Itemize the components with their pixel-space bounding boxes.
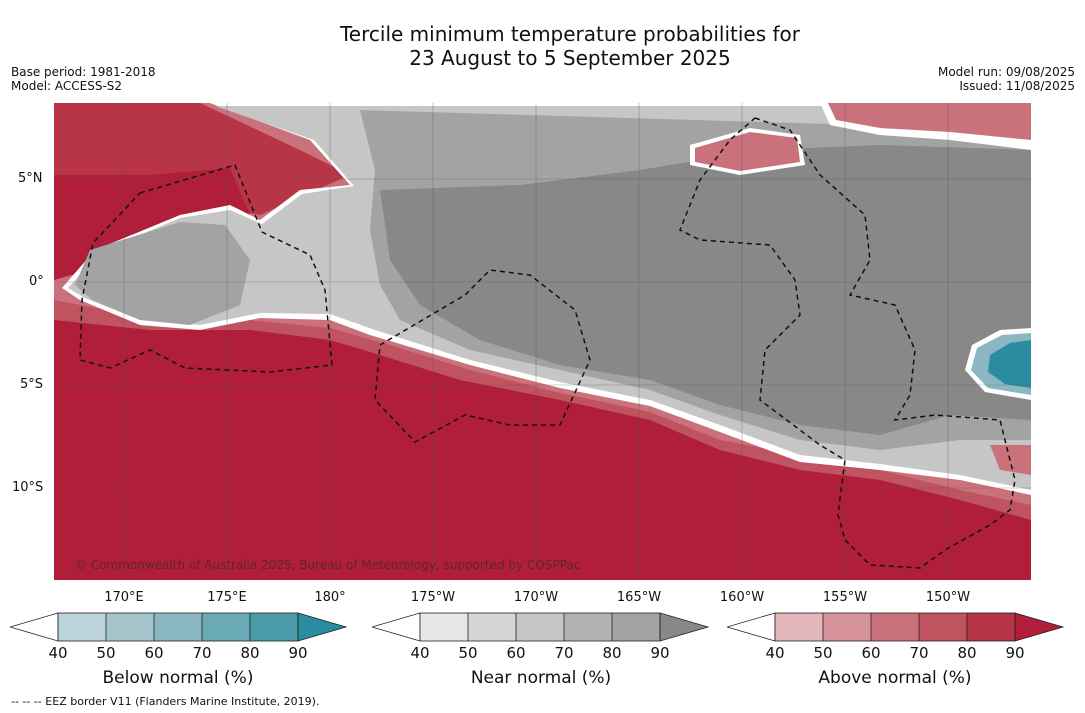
cbar-below-3 <box>154 613 202 641</box>
near-tick-90: 90 <box>650 644 670 662</box>
cbar-near-6 <box>659 612 710 642</box>
cbar-below-1 <box>58 613 106 641</box>
near-tick-70: 70 <box>554 644 574 662</box>
title-line-1: Tercile minimum temperature probabilitie… <box>339 22 801 46</box>
title-line-2: 23 August to 5 September 2025 <box>409 46 731 70</box>
near-tick-80: 80 <box>602 644 622 662</box>
lat-label-10s: 10°S <box>12 480 44 495</box>
cbar-below-2 <box>106 613 154 641</box>
lon-label-175w: 175°W <box>410 590 456 605</box>
below-normal-title: Below normal (%) <box>102 668 254 688</box>
eez-borders <box>79 117 1016 569</box>
lon-label-170w: 170°W <box>513 590 559 605</box>
below-tick-60: 60 <box>144 644 164 662</box>
base-period-text: Base period: 1981-2018 <box>11 65 156 79</box>
below-normal-dark <box>988 340 1031 388</box>
map-field <box>54 103 1031 580</box>
lon-label-170e: 170°E <box>104 590 144 605</box>
cbar-near-3 <box>516 613 564 641</box>
cbar-above-4 <box>919 613 967 641</box>
below-tick-90: 90 <box>288 644 308 662</box>
below-tick-70: 70 <box>192 644 212 662</box>
below-tick-50: 50 <box>96 644 116 662</box>
meta-right: Model run: 09/08/2025 Issued: 11/08/2025 <box>938 65 1075 93</box>
cbar-near-4 <box>564 613 612 641</box>
cbar-below-6 <box>297 612 348 642</box>
near-tick-60: 60 <box>506 644 526 662</box>
near-tick-50: 50 <box>458 644 478 662</box>
cbar-near-0 <box>372 612 421 642</box>
above-tick-40: 40 <box>765 644 785 662</box>
lon-label-180: 180° <box>314 590 346 605</box>
cbar-above-3 <box>871 613 919 641</box>
above-tick-90: 90 <box>1005 644 1025 662</box>
cbar-above-0 <box>727 612 776 642</box>
lat-label-5s: 5°S <box>20 377 44 392</box>
near-normal-dark <box>380 145 1031 435</box>
above-normal-ne-patch-fill <box>695 132 800 171</box>
below-tick-80: 80 <box>240 644 260 662</box>
near-normal-left-pocket <box>75 222 250 325</box>
cbar-near-1 <box>420 613 468 641</box>
issued-text: Issued: 11/08/2025 <box>959 79 1075 93</box>
meta-left: Base period: 1981-2018 Model: ACCESS-S2 <box>11 65 156 93</box>
gridlines <box>54 103 1031 580</box>
lon-label-175e: 175°E <box>207 590 247 605</box>
near-tick-40: 40 <box>410 644 430 662</box>
below-tick-40: 40 <box>48 644 68 662</box>
colorbar-near-normal <box>372 612 710 642</box>
cbar-above-6 <box>1014 612 1065 642</box>
eez-footnote: -- -- -- EEZ border V11 (Flanders Marine… <box>11 695 320 708</box>
lon-label-160w: 160°W <box>719 590 765 605</box>
above-tick-80: 80 <box>957 644 977 662</box>
above-tick-50: 50 <box>813 644 833 662</box>
cbar-near-2 <box>468 613 516 641</box>
above-tick-60: 60 <box>861 644 881 662</box>
cbar-below-5 <box>250 613 298 641</box>
lat-label-0: 0° <box>29 274 44 289</box>
model-run-text: Model run: 09/08/2025 <box>937 65 1075 79</box>
eez-border-kiribati-line <box>679 117 1016 569</box>
near-normal-title: Near normal (%) <box>470 668 612 688</box>
cbar-above-5 <box>967 613 1015 641</box>
lon-label-165w: 165°W <box>616 590 662 605</box>
colorbar-below-normal <box>10 612 348 642</box>
lon-label-150w: 150°W <box>925 590 971 605</box>
eez-border-kiribati-phoenix <box>374 269 591 443</box>
map-title: Tercile minimum temperature probabilitie… <box>0 22 1085 70</box>
eez-border-kiribati-gilberts <box>79 164 333 373</box>
cbar-below-4 <box>202 613 250 641</box>
model-text: Model: ACCESS-S2 <box>11 79 123 93</box>
above-tick-70: 70 <box>909 644 929 662</box>
lat-label-5n: 5°N <box>18 171 43 186</box>
cbar-above-2 <box>823 613 871 641</box>
cbar-below-0 <box>10 612 59 642</box>
cbar-above-1 <box>775 613 823 641</box>
cbar-near-5 <box>612 613 660 641</box>
colorbar-above-normal <box>727 612 1065 642</box>
copyright-text: © Commonwealth of Australia 2025, Bureau… <box>75 558 581 572</box>
lon-label-155w: 155°W <box>822 590 868 605</box>
above-normal-title: Above normal (%) <box>818 668 972 688</box>
above-normal-ne-top-fill <box>828 103 1031 140</box>
